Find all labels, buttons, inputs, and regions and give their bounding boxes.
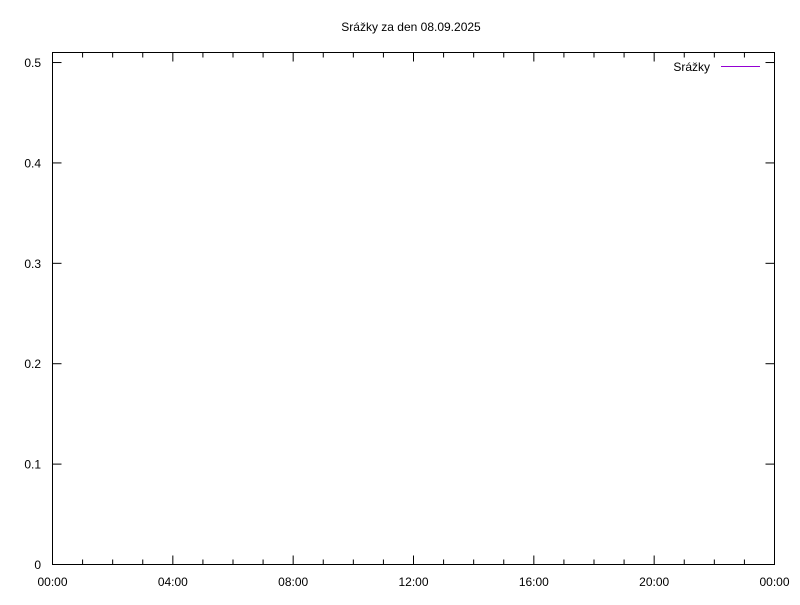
x-tick-label: 12:00 xyxy=(398,575,428,589)
y-axis-labels: 0 0.1 0.2 0.3 0.4 0.5 xyxy=(24,56,41,572)
x-tick-label: 00:00 xyxy=(759,575,789,589)
chart-title: Srážky za den 08.09.2025 xyxy=(341,20,481,34)
axis-ticks xyxy=(52,52,775,565)
y-tick-label: 0.4 xyxy=(24,156,41,170)
y-tick-label: 0.5 xyxy=(24,56,41,70)
y-tick-label: 0 xyxy=(34,558,41,572)
x-tick-label: 04:00 xyxy=(158,575,188,589)
legend-label: Srážky xyxy=(673,60,710,74)
x-tick-label: 16:00 xyxy=(519,575,549,589)
x-axis-labels: 00:00 04:00 08:00 12:00 16:00 20:00 00:00 xyxy=(37,575,789,589)
x-tick-label: 20:00 xyxy=(639,575,669,589)
y-tick-label: 0.3 xyxy=(24,257,41,271)
y-tick-label: 0.1 xyxy=(24,458,41,472)
x-tick-label: 08:00 xyxy=(278,575,308,589)
y-tick-label: 0.2 xyxy=(24,357,41,371)
x-tick-label: 00:00 xyxy=(37,575,67,589)
plot-border xyxy=(52,52,775,565)
legend: Srážky xyxy=(673,60,760,74)
